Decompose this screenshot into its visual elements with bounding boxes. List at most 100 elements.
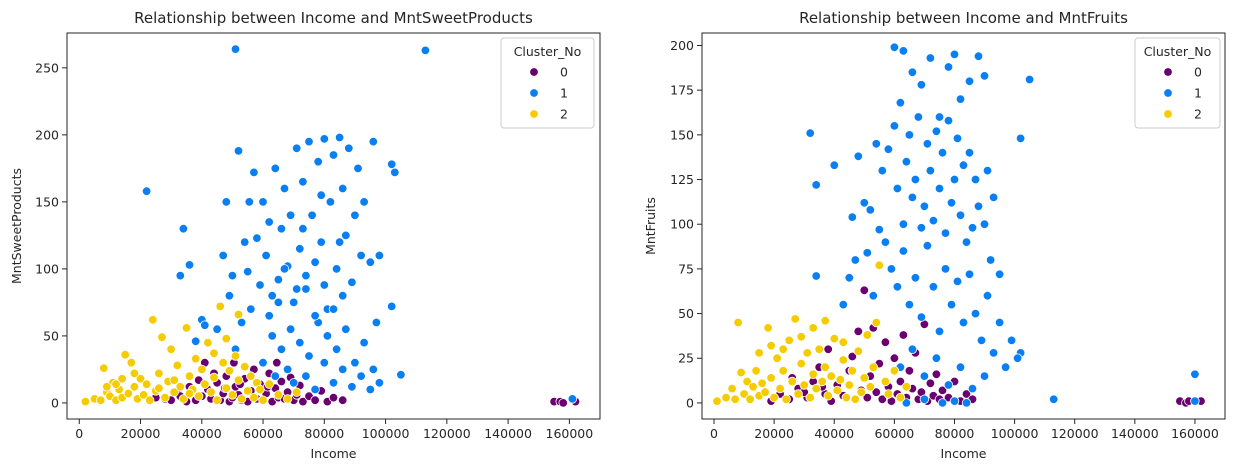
point-cluster-2 [206,387,216,397]
x-tick-label: 0 [75,426,83,441]
point-cluster-2 [838,337,849,347]
point-cluster-2 [120,350,130,360]
point-cluster-2 [236,394,247,404]
legend-label-sweets-2: 2 [560,107,568,122]
point-cluster-1 [258,358,268,368]
point-cluster-1 [310,384,320,395]
point-cluster-1 [273,297,284,308]
point-cluster-2 [218,358,228,368]
point-cluster-2 [880,376,891,387]
point-cluster-1 [973,51,984,61]
point-cluster-1 [316,237,326,247]
point-cluster-2 [264,379,274,389]
point-cluster-1 [925,53,936,63]
point-cluster-1 [350,210,360,221]
point-cluster-1 [952,133,963,144]
point-cluster-1 [907,344,918,355]
point-cluster-1 [916,312,927,322]
point-cluster-1 [847,212,858,222]
point-cluster-1 [1012,353,1023,363]
point-cluster-1 [829,160,840,170]
point-cluster-2 [184,371,195,381]
x-tick-label: 140000 [1111,426,1159,441]
point-cluster-2 [102,382,112,392]
point-cluster-1 [913,112,924,122]
point-cluster-1 [387,159,397,170]
point-cluster-1 [374,378,385,388]
point-cluster-1 [328,378,339,388]
axis-ticks-fruits: 0 20000 40000 60000 80000 100000 120000 140000 1… [670,38,1219,441]
point-cluster-1 [218,250,228,261]
point-cluster-1 [239,237,250,247]
point-cluster-1 [175,270,186,281]
point-cluster-2 [292,387,302,397]
point-cluster-1 [967,383,978,394]
point-cluster-1 [967,223,978,233]
point-cluster-1 [190,336,201,347]
point-cluster-1 [141,186,152,196]
point-cluster-1 [365,384,376,395]
point-cluster-1 [922,139,933,149]
point-cluster-1 [892,282,903,292]
point-cluster-2 [200,379,210,389]
point-cluster-1 [979,371,990,381]
point-cluster-1 [931,353,942,363]
point-cluster-1 [298,223,308,234]
x-tick-label: 120000 [423,426,471,441]
point-cluster-1 [292,143,302,154]
point-cluster-1 [964,269,975,280]
point-cluster-1 [919,394,930,405]
point-cluster-1 [244,197,255,207]
point-cluster-1 [805,128,815,138]
point-cluster-2 [129,368,140,379]
point-cluster-0 [276,376,287,387]
point-cluster-0 [823,344,833,355]
point-cluster-1 [387,301,397,312]
point-cluster-1 [892,183,903,194]
point-cluster-2 [730,394,740,405]
point-cluster-2 [736,367,746,378]
point-cluster-0 [871,387,882,397]
x-tick-label: 60000 [243,426,283,441]
x-axis-label-sweets: Income [311,446,357,461]
point-cluster-2 [215,301,225,312]
point-cluster-1 [979,71,990,81]
point-cluster-2 [129,382,140,392]
point-cluster-1 [889,42,900,53]
point-cluster-2 [820,362,830,372]
point-cluster-1 [365,257,376,267]
point-cluster-1 [916,80,927,90]
point-cluster-2 [769,392,779,403]
point-cluster-2 [742,376,752,387]
point-cluster-2 [80,396,91,407]
point-cluster-1 [1000,362,1011,372]
point-cluster-1 [338,364,348,375]
point-cluster-0 [895,376,906,387]
point-cluster-1 [811,271,821,281]
point-cluster-2 [853,346,864,356]
point-cluster-1 [868,291,879,301]
point-cluster-2 [157,332,167,342]
point-cluster-2 [862,330,873,340]
legend-label-fruits-0: 0 [1194,65,1202,80]
point-cluster-2 [766,341,776,351]
plot-income-vs-fruits: Relationship between Income and MntFruit… [643,9,1226,461]
x-tick-label: 40000 [814,426,854,441]
point-cluster-2 [766,373,776,383]
point-cluster-2 [212,395,222,405]
point-cluster-1 [994,317,1005,328]
point-cluster-1 [895,97,906,108]
point-cluster-2 [154,368,164,379]
point-cluster-1 [341,324,351,334]
point-cluster-1 [877,165,888,176]
point-cluster-2 [841,392,852,403]
points-fruits [712,42,1206,408]
point-cluster-1 [934,183,945,194]
point-cluster-1 [255,280,265,290]
point-cluster-1 [368,136,379,147]
point-cluster-2 [805,392,815,403]
point-cluster-2 [757,378,767,389]
point-cluster-1 [943,62,954,72]
point-cluster-1 [295,244,305,254]
point-cluster-2 [868,362,879,372]
